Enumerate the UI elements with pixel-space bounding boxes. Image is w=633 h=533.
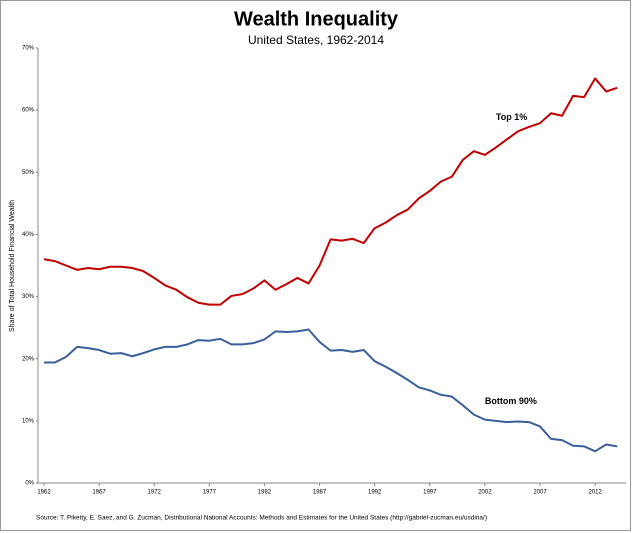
x-tick-label: 1967 <box>92 490 106 496</box>
y-tick-label: 10% <box>22 418 35 424</box>
x-tick-label: 1982 <box>258 490 272 496</box>
x-tick-label: 2002 <box>478 490 492 496</box>
x-tick-label: 1972 <box>148 490 162 496</box>
y-tick-label: 60% <box>22 108 35 114</box>
y-tick-label: 20% <box>22 356 35 362</box>
x-tick-label: 1977 <box>203 490 217 496</box>
y-tick-label: 30% <box>22 294 35 300</box>
source-note: Source: T. Piketty, E. Saez, and G. Zucm… <box>36 515 487 522</box>
series-label: Top 1% <box>496 112 527 122</box>
chart-title: Wealth Inequality <box>234 8 399 30</box>
x-tick-label: 1987 <box>313 490 327 496</box>
y-tick-label: 0% <box>25 481 34 487</box>
y-tick-label: 50% <box>22 170 35 176</box>
series-label: Bottom 90% <box>485 396 537 406</box>
y-axis-label: Share of Total Household Financial Wealt… <box>9 200 16 332</box>
chart-subtitle: United States, 1962-2014 <box>248 33 384 47</box>
series-line <box>43 77 618 306</box>
series-line <box>44 328 618 453</box>
x-tick-label: 1992 <box>368 490 382 496</box>
y-tick-label: 40% <box>22 232 35 238</box>
x-tick-label: 1962 <box>37 490 51 496</box>
x-tick-label: 2012 <box>588 490 602 496</box>
y-tick-label: 70% <box>22 46 35 52</box>
x-tick-label: 1997 <box>423 490 437 496</box>
x-tick-label: 2007 <box>533 490 547 496</box>
